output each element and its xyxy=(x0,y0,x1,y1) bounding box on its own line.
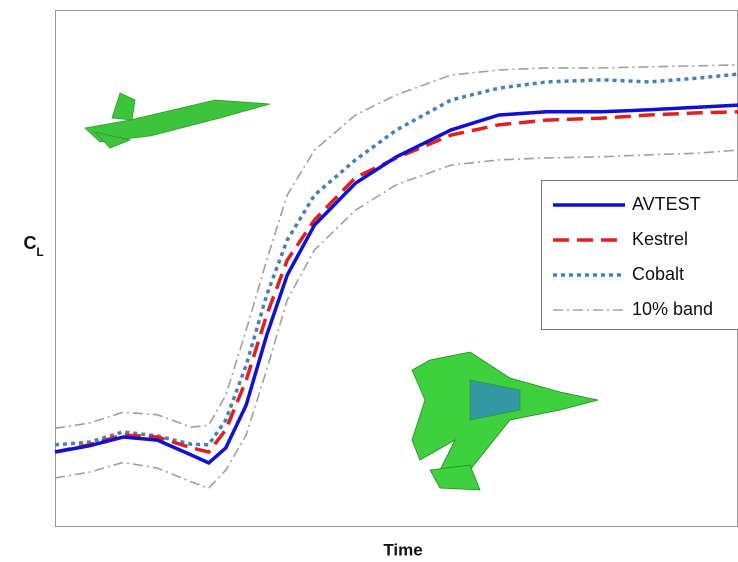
page: {"chart_data": { "type": "line", "xlabel… xyxy=(0,0,738,562)
legend-label: AVTEST xyxy=(632,194,701,214)
legend-label: Cobalt xyxy=(632,264,684,284)
aircraft-top xyxy=(412,352,598,490)
y-axis-label-subscript: L xyxy=(36,245,43,259)
legend-label: 10% band xyxy=(632,299,713,319)
y-axis-label: C xyxy=(24,233,37,253)
x-axis-label: Time xyxy=(383,540,422,559)
aircraft-side xyxy=(85,93,270,148)
chart: C L Time AVTEST Kestrel Cobalt 10% band xyxy=(0,0,738,562)
legend-label: Kestrel xyxy=(632,229,688,249)
